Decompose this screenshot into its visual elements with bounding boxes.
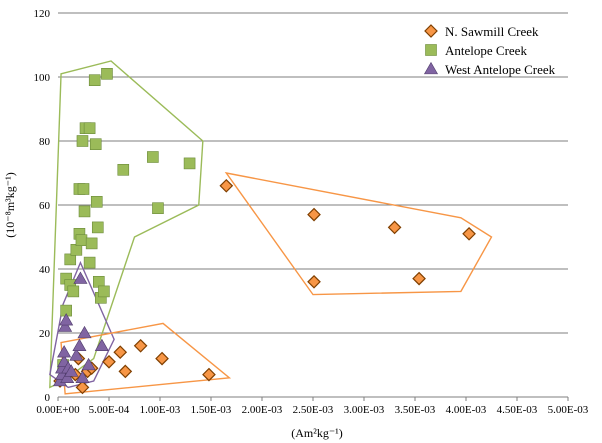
- y-tick-label: 20: [39, 328, 51, 340]
- x-tick-label: 1.00E-03: [140, 404, 181, 416]
- envelope-outline: [49, 260, 115, 389]
- west-antelope-creek-point: [69, 348, 84, 361]
- west-antelope-creek-point: [75, 370, 90, 383]
- antelope-creek-point: [183, 157, 196, 170]
- legend-marker-west-antelope-creek: [423, 61, 439, 75]
- y-tick-label: 120: [34, 8, 51, 20]
- legend-label-antelope-creek: Antelope Creek: [445, 43, 527, 58]
- antelope-creek-point: [147, 151, 159, 163]
- x-axis-title: (Am²kg⁻¹): [291, 426, 343, 440]
- n-sawmill-creek-point: [202, 367, 216, 382]
- y-tick-label: 100: [34, 72, 51, 84]
- point-layer: [53, 68, 476, 395]
- antelope-creek-point: [75, 234, 88, 246]
- antelope-creek-point: [78, 205, 91, 218]
- x-tick-label: 4.00E-03: [446, 404, 487, 416]
- x-tick-label: 2.50E-03: [293, 404, 334, 416]
- antelope-creek-point: [98, 285, 110, 298]
- legend-marker-antelope-creek: [425, 44, 437, 56]
- x-tick-label: 3.50E-03: [395, 404, 436, 416]
- n-sawmill-creek-point: [118, 364, 133, 379]
- antelope-creek-point: [101, 68, 113, 80]
- antelope-creek-point: [152, 202, 164, 214]
- n-sawmill-creek-point: [133, 338, 148, 353]
- antelope-creek-point: [85, 237, 98, 250]
- n-sawmill-creek-point: [113, 345, 128, 360]
- x-tick-label: 1.50E-03: [191, 404, 232, 416]
- n-sawmill-creek-point: [155, 351, 169, 366]
- west-antelope-creek-point: [58, 319, 73, 332]
- n-sawmill-creek-point: [307, 274, 321, 289]
- legend-marker-n-sawmill-creek: [424, 24, 438, 38]
- antelope-creek-point: [64, 253, 77, 266]
- west-antelope-creek-point: [72, 338, 87, 351]
- envelope-layer: [49, 60, 493, 395]
- west-antelope-creek-point: [77, 325, 92, 339]
- antelope-creek-point: [83, 122, 96, 134]
- west-antelope-creek-point: [81, 357, 96, 371]
- n-sawmill-creek-point: [219, 178, 234, 193]
- west-antelope-creek-point: [73, 271, 88, 284]
- n-sawmill-creek-point: [307, 207, 321, 222]
- envelope-outline: [224, 171, 493, 296]
- y-tick-label: 0: [45, 392, 51, 404]
- west-antelope-creek-point: [94, 338, 109, 351]
- x-tick-label: 5.00E-04: [89, 404, 130, 416]
- antelope-creek-point: [91, 221, 104, 234]
- legend-label-west-antelope-creek: West Antelope Creek: [445, 62, 556, 77]
- x-tick-label: 0.00E+00: [36, 404, 80, 416]
- legend-label-n-sawmill-creek: N. Sawmill Creek: [445, 24, 539, 39]
- n-sawmill-creek-point: [412, 271, 426, 286]
- axis-layer: 0 20 40 60 80 100 120 0.00E+00 5.00E-04 1.00E-03 1…: [34, 8, 589, 416]
- n-sawmill-creek-point: [462, 226, 476, 241]
- y-axis-title: (10⁻⁸m³kg⁻¹): [3, 172, 17, 237]
- west-antelope-creek-point: [59, 313, 74, 326]
- y-tick-label: 40: [39, 264, 51, 276]
- west-antelope-creek-point: [57, 345, 72, 358]
- n-sawmill-creek-point: [102, 354, 116, 369]
- antelope-creek-point: [76, 135, 89, 147]
- n-sawmill-creek-point: [75, 380, 90, 395]
- y-tick-label: 60: [39, 200, 51, 212]
- antelope-creek-point: [77, 183, 90, 195]
- antelope-creek-point: [117, 164, 130, 176]
- west-antelope-creek-point: [64, 364, 79, 377]
- n-sawmill-creek-point: [387, 220, 402, 235]
- envelope-outline: [49, 60, 204, 389]
- antelope-creek-point: [88, 74, 101, 86]
- grid-layer: [58, 12, 568, 334]
- legend: N. Sawmill Creek Antelope Creek West Antel…: [423, 24, 556, 77]
- antelope-creek-point: [83, 256, 96, 269]
- y-tick-label: 80: [39, 136, 51, 148]
- x-tick-label: 3.00E-03: [344, 404, 385, 416]
- x-tick-label: 4.50E-03: [497, 404, 538, 416]
- west-antelope-creek-point: [60, 370, 75, 383]
- x-tick-label: 5.00E-03: [548, 404, 589, 416]
- x-tick-label: 2.00E-03: [242, 404, 283, 416]
- antelope-creek-point: [89, 138, 102, 150]
- antelope-creek-point: [90, 196, 103, 208]
- antelope-creek-point: [67, 285, 80, 298]
